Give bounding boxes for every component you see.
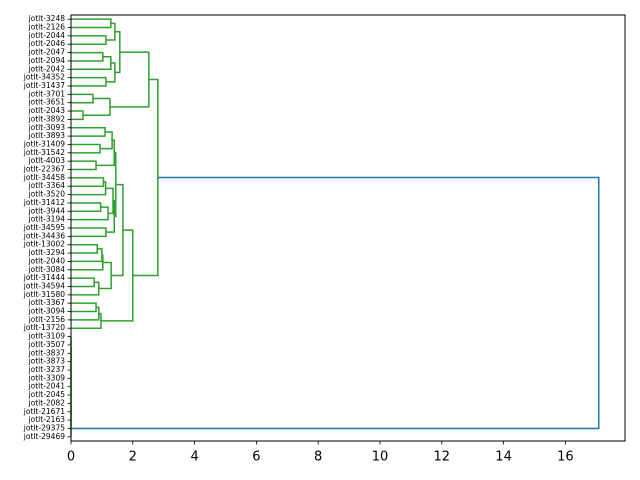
link xyxy=(71,227,107,238)
link xyxy=(71,18,112,29)
leaf-label: jotlt-31542 xyxy=(23,148,65,157)
leaf-label: jotlt-3237 xyxy=(28,365,66,374)
x-tick-label: 16 xyxy=(557,450,574,465)
link xyxy=(71,176,600,430)
link xyxy=(71,206,109,221)
link xyxy=(71,202,102,213)
link xyxy=(132,78,159,277)
leaf-label: jotlt-21671 xyxy=(23,407,65,416)
leaf-label: jotlt-22367 xyxy=(23,165,65,174)
link xyxy=(109,51,150,108)
link xyxy=(96,139,116,167)
leaf-label: jotlt-34352 xyxy=(23,73,65,82)
leaf-label: jotlt-31437 xyxy=(23,81,65,90)
link xyxy=(105,200,116,233)
leaf-label: jotlt-34595 xyxy=(23,223,65,232)
x-tick-label: 6 xyxy=(252,450,260,465)
link xyxy=(71,160,97,171)
leaf-label: jotlt-2040 xyxy=(28,256,66,265)
leaf-label: jotlt-3309 xyxy=(28,373,66,382)
link xyxy=(71,302,97,313)
leaf-label: jotlt-2041 xyxy=(28,382,66,391)
leaf-label: jotlt-3507 xyxy=(28,340,66,349)
leaf-label: jotlt-34594 xyxy=(23,281,65,290)
leaf-label: jotlt-3109 xyxy=(28,332,66,341)
x-tick-label: 14 xyxy=(495,450,512,465)
leaf-label: jotlt-31580 xyxy=(23,290,65,299)
link xyxy=(71,93,94,104)
leaf-label: jotlt-2043 xyxy=(28,106,66,115)
leaf-label: jotlt-3701 xyxy=(28,89,66,98)
leaf-label: jotlt-34458 xyxy=(23,173,65,182)
link xyxy=(71,110,84,121)
leaf-label: jotlt-3248 xyxy=(28,14,66,23)
leaf-label: jotlt-2156 xyxy=(28,315,66,324)
link xyxy=(71,243,99,254)
leaf-label: jotlt-29469 xyxy=(23,432,65,441)
x-tick-label: 2 xyxy=(129,450,137,465)
leaf-label: jotlt-3873 xyxy=(28,357,66,366)
leaf-label: jotlt-31444 xyxy=(23,273,65,282)
leaf-label: jotlt-4003 xyxy=(28,156,66,165)
leaf-label: jotlt-2042 xyxy=(28,64,66,73)
leaf-label: jotlt-2046 xyxy=(28,39,66,48)
leaf-label: jotlt-34436 xyxy=(23,231,65,240)
link xyxy=(114,152,117,218)
leaf-label: jotlt-13002 xyxy=(23,240,65,249)
leaf-label: jotlt-3892 xyxy=(28,114,66,123)
leaf-label: jotlt-2163 xyxy=(28,415,66,424)
leaf-label: jotlt-2044 xyxy=(28,31,66,40)
leaf-label: jotlt-3364 xyxy=(28,181,66,190)
link xyxy=(71,254,104,271)
leaf-label: jotlt-13720 xyxy=(23,323,65,332)
leaf-label: jotlt-3093 xyxy=(28,123,66,132)
link xyxy=(71,277,95,288)
leaf-label: jotlt-2094 xyxy=(28,56,66,65)
leaf-label: jotlt-2126 xyxy=(28,23,66,32)
link xyxy=(83,97,111,116)
link xyxy=(98,261,112,290)
link xyxy=(71,76,107,87)
x-tick-label: 4 xyxy=(190,450,198,465)
x-tick-label: 10 xyxy=(372,450,389,465)
leaf-label: jotlt-3837 xyxy=(28,348,66,357)
link xyxy=(71,35,107,45)
plot-frame xyxy=(70,14,626,442)
link xyxy=(105,62,116,83)
leaf-label: jotlt-3893 xyxy=(28,131,66,140)
link xyxy=(100,131,113,150)
leaf-label: jotlt-3294 xyxy=(28,248,66,257)
leaf-label: jotlt-3094 xyxy=(28,307,66,316)
link xyxy=(71,127,106,137)
leaf-label: jotlt-2082 xyxy=(28,398,66,407)
leaf-label: jotlt-31409 xyxy=(23,139,65,148)
link xyxy=(71,56,112,71)
link xyxy=(71,312,102,329)
link xyxy=(105,187,114,215)
link xyxy=(71,281,100,296)
leaf-label: jotlt-2047 xyxy=(28,48,66,57)
link xyxy=(71,51,104,62)
x-tick-label: 12 xyxy=(434,450,451,465)
leaf-label: jotlt-2045 xyxy=(28,390,66,399)
leaf-label: jotlt-31412 xyxy=(23,198,65,207)
leaf-label: jotlt-3367 xyxy=(28,298,66,307)
leaf-label: jotlt-3944 xyxy=(28,206,66,215)
x-tick-label: 8 xyxy=(314,450,322,465)
link xyxy=(71,177,105,187)
link xyxy=(71,306,100,321)
leaf-label: jotlt-3651 xyxy=(28,98,66,107)
link xyxy=(71,181,107,196)
link xyxy=(105,22,116,41)
leaf-label: jotlt-3520 xyxy=(28,190,66,199)
x-tick-label: 0 xyxy=(67,450,75,465)
link xyxy=(71,143,101,154)
leaf-label: jotlt-3084 xyxy=(28,265,66,274)
leaf-label: jotlt-29375 xyxy=(23,423,65,432)
leaf-label: jotlt-3194 xyxy=(28,215,66,224)
